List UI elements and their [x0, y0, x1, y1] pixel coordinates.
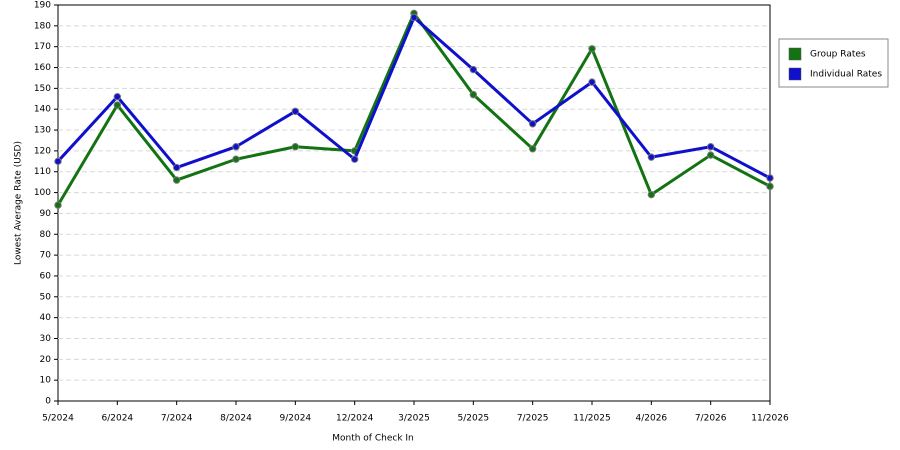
- data-point: [232, 155, 240, 163]
- x-tick-label: 12/2024: [336, 414, 374, 424]
- y-tick-label: 80: [40, 230, 52, 240]
- x-tick-label: 9/2024: [279, 414, 311, 424]
- data-point: [410, 13, 418, 22]
- x-axis-label: Month of Check In: [332, 434, 414, 444]
- x-tick-label: 7/2024: [161, 414, 193, 424]
- x-tick-label: 4/2026: [635, 414, 667, 424]
- data-point: [469, 90, 478, 99]
- data-point: [350, 155, 359, 163]
- data-point: [588, 45, 596, 53]
- y-tick-label: 190: [34, 1, 51, 11]
- data-point: [291, 143, 300, 151]
- y-tick-label: 0: [45, 397, 51, 407]
- y-tick-label: 110: [34, 167, 51, 177]
- x-tick-label: 8/2024: [220, 414, 252, 424]
- y-tick-label: 160: [34, 63, 51, 73]
- y-tick-label: 170: [34, 42, 51, 52]
- data-point: [528, 145, 537, 153]
- legend-swatch: [788, 67, 802, 81]
- data-point: [766, 182, 774, 191]
- y-tick-label: 150: [34, 84, 51, 94]
- x-tick-label: 11/2026: [751, 414, 789, 424]
- x-tick-label: 7/2026: [695, 414, 727, 424]
- data-point: [647, 190, 656, 199]
- legend-label: Group Rates: [810, 50, 866, 60]
- y-tick-label: 180: [34, 21, 51, 31]
- data-point: [113, 93, 122, 101]
- data-point: [54, 157, 62, 166]
- y-tick-label: 100: [34, 188, 51, 198]
- plot-area: [57, 4, 771, 402]
- legend-label: Individual Rates: [810, 70, 882, 80]
- y-tick-label: 130: [34, 126, 51, 136]
- y-tick-label: 30: [40, 334, 52, 344]
- y-tick-label: 60: [40, 271, 52, 281]
- data-point: [172, 163, 181, 172]
- data-point: [54, 201, 62, 209]
- data-point: [113, 101, 122, 109]
- y-tick-label: 70: [40, 251, 52, 261]
- y-tick-label: 120: [34, 146, 51, 156]
- y-tick-label: 20: [40, 355, 52, 365]
- data-point: [647, 153, 656, 161]
- y-tick-label: 40: [40, 313, 52, 323]
- x-tick-label: 7/2025: [517, 414, 549, 424]
- x-tick-label: 6/2024: [101, 414, 133, 424]
- data-point: [291, 107, 300, 115]
- x-tick-label: 5/2024: [42, 414, 74, 424]
- y-axis-label: Lowest Average Rate (USD): [14, 141, 24, 265]
- y-tick-label: 10: [40, 376, 52, 386]
- x-tick-label: 5/2025: [457, 414, 489, 424]
- data-point: [706, 143, 715, 151]
- y-tick-label: 90: [40, 209, 52, 219]
- y-tick-label: 50: [40, 292, 52, 302]
- legend-swatch: [788, 47, 802, 61]
- data-point: [172, 176, 181, 184]
- data-point: [766, 174, 774, 182]
- x-tick-label: 3/2025: [398, 414, 430, 424]
- data-point: [588, 78, 596, 86]
- x-tick-label: 11/2025: [573, 414, 610, 424]
- y-tick-label: 140: [34, 105, 51, 115]
- data-point: [469, 65, 478, 74]
- data-point: [232, 143, 240, 151]
- data-point: [528, 120, 537, 128]
- data-point: [706, 151, 715, 159]
